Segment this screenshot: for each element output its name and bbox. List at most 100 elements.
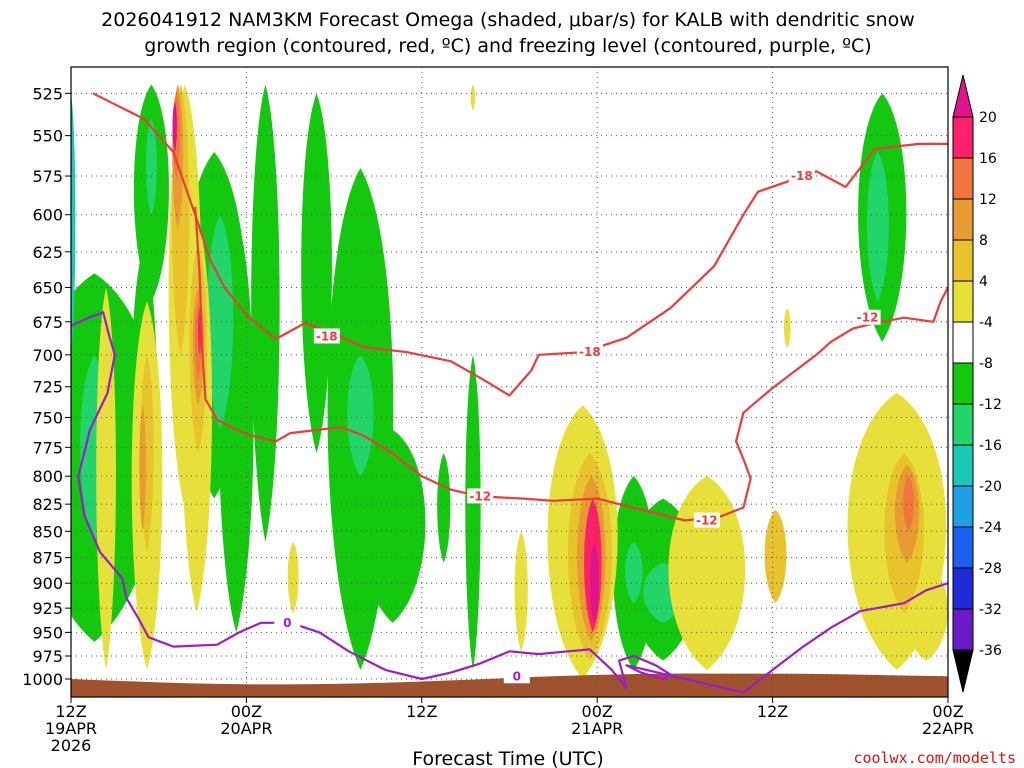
y-tick-label: 600 [32,206,63,225]
title-line-1: 2026041912 NAM3KM Forecast Omega (shaded… [101,9,915,31]
omega-pos-region [783,308,791,349]
dgz-contour-minus12 [194,207,948,522]
colorbar-label: 16 [979,151,997,167]
colorbar-segment [952,403,974,446]
contour-label-bg [313,328,340,344]
omega-neg-core [71,93,76,355]
x-tick-label: 00Z [231,702,262,721]
y-tick-label: 850 [32,522,63,541]
omega-pos-region [287,541,299,614]
colorbar-segment [952,526,974,569]
omega-pos-core [903,476,915,532]
y-tick-label: 525 [32,84,63,103]
contour-label-zero: 0 [503,668,530,684]
omega-neg-region [359,429,426,623]
contour-label-minus18: -18 [788,168,815,184]
y-tick-label: 925 [32,599,63,618]
colorbar-segment [952,280,974,323]
freezing-level-contour [71,311,948,694]
y-tick-label: 675 [32,313,63,332]
contour-label: -18 [579,345,601,359]
plot-area: -18 -18 -18 -12 -12 -12 0 0 [71,67,948,697]
colorbar-label: 20 [979,110,997,126]
colorbar-segment [952,321,974,364]
contour-label: -12 [469,489,491,503]
omega-pos-core [139,405,146,532]
contour-label-bg [503,668,530,684]
credit-text: coolwx.com/modelts [853,749,1016,767]
x-tick-label: 21APR [571,719,623,738]
contour-label: 0 [513,669,521,683]
colorbar-segment [952,567,974,610]
omega-colorbar: 20 16 12 8 4 -4 -8 -12 -16 -20 -24 -28 -32 -36 [952,74,1002,693]
contour-label: -18 [791,169,813,183]
y-tick-label: 550 [32,127,63,146]
contour-label-bg [467,488,494,504]
contour-label-minus18: -18 [313,328,340,344]
omega-neg-core [145,118,157,215]
colorbar-bottom-arrow [952,649,974,693]
colorbar-label: 8 [979,233,988,249]
colorbar-label: -4 [979,315,993,331]
colorbar-segment [952,157,974,200]
colorbar-label: -24 [979,520,1002,536]
colorbar-label: 4 [979,274,988,290]
omega-pos-region [96,287,116,670]
colorbar-label: -12 [979,397,1002,413]
colorbar-segment [952,116,974,159]
colorbar-top-arrow [952,74,974,118]
colorbar-segment [952,198,974,241]
title-line-2: growth region (contoured, red, ºC) and f… [144,35,871,57]
x-tick-label: 00Z [932,702,963,721]
contour-label: 0 [283,616,291,630]
y-axis-ticks: 525 550 575 600 625 650 675 700 725 750 775 800 825 8… [22,84,71,689]
contour-label-bg [854,309,881,325]
contour-label-minus12: -12 [854,309,881,325]
colorbar-label: -8 [979,356,993,372]
x-tick-label: 2026 [51,736,92,755]
omega-pos-region [764,509,787,604]
omega-neg-region [251,84,280,542]
omega-neg-region [301,93,332,454]
contour-label: -12 [696,514,718,528]
y-tick-label: 825 [32,495,63,514]
contour-label-bg [693,512,720,528]
colorbar-label: -28 [979,561,1002,577]
y-tick-label: 950 [32,623,63,642]
y-tick-label: 975 [32,647,63,666]
colorbar-label: -20 [979,479,1002,495]
y-tick-label: 650 [32,278,63,297]
contour-label-bg [576,344,603,360]
omega-neg-region [465,354,481,670]
omega-neg-core [866,152,889,302]
omega-pos-region [514,531,528,652]
contour-label-minus12: -12 [693,512,720,528]
colorbar-segment [952,362,974,405]
terrain-below-ground [71,673,948,697]
x-tick-label: 19APR [45,719,97,738]
y-tick-label: 625 [32,243,63,262]
colorbar-label: -32 [979,602,1002,618]
x-tick-label: 00Z [582,702,613,721]
colorbar-segment [952,485,974,528]
plot-frame [70,66,949,698]
contour-label-minus18: -18 [576,344,603,360]
contour-label: -18 [316,329,338,343]
x-axis-label: Forecast Time (UTC) [412,748,603,768]
x-tick-label: 12Z [406,702,437,721]
y-tick-label: 800 [32,467,63,486]
colorbar-segment [952,444,974,487]
colorbar-label: -16 [979,438,1002,454]
omega-neg-core [624,541,643,604]
colorbar-segment [952,608,974,651]
y-tick-label: 775 [32,438,63,457]
colorbar-segment [952,239,974,282]
colorbar-label: -36 [979,643,1002,659]
omega-neg-core [347,354,374,477]
y-tick-label: 725 [32,378,63,397]
colorbar-label: 12 [979,192,997,208]
y-tick-label: 1000 [22,670,63,689]
omega-neg-region [437,453,451,563]
